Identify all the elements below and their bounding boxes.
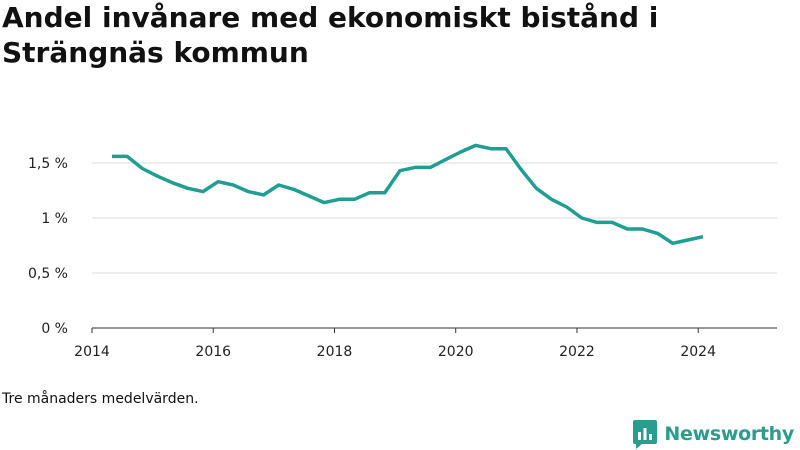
- y-tick-label: 1,5 %: [28, 156, 68, 172]
- y-tick-label: 1 %: [41, 211, 68, 227]
- newsworthy-logo-icon: [633, 420, 658, 449]
- chart-title: Andel invånare med ekonomiskt bistånd i …: [2, 1, 659, 69]
- y-tick-label: 0 %: [41, 321, 68, 337]
- x-axis-labels: 2014 2016 2018 2020 2022 2024: [74, 344, 716, 360]
- x-tick-label: 2024: [680, 344, 716, 360]
- y-tick-label: 0,5 %: [28, 266, 68, 282]
- newsworthy-brand: Newsworthy: [632, 419, 794, 449]
- x-tick-label: 2020: [438, 344, 474, 360]
- y-axis: 0 % 0,5 % 1 % 1,5 %: [28, 156, 68, 337]
- series-layer: [112, 143, 704, 246]
- footnote: Tre månaders medelvärden.: [2, 391, 199, 407]
- gridlines: [92, 162, 777, 274]
- x-tick-label: 2016: [195, 344, 231, 360]
- x-axis: [91, 327, 777, 333]
- brand-name: Newsworthy: [664, 423, 794, 445]
- x-tick-label: 2018: [317, 344, 353, 360]
- x-tick-label: 2014: [74, 344, 110, 360]
- series-line: [112, 143, 704, 246]
- x-tick-label: 2022: [559, 344, 595, 360]
